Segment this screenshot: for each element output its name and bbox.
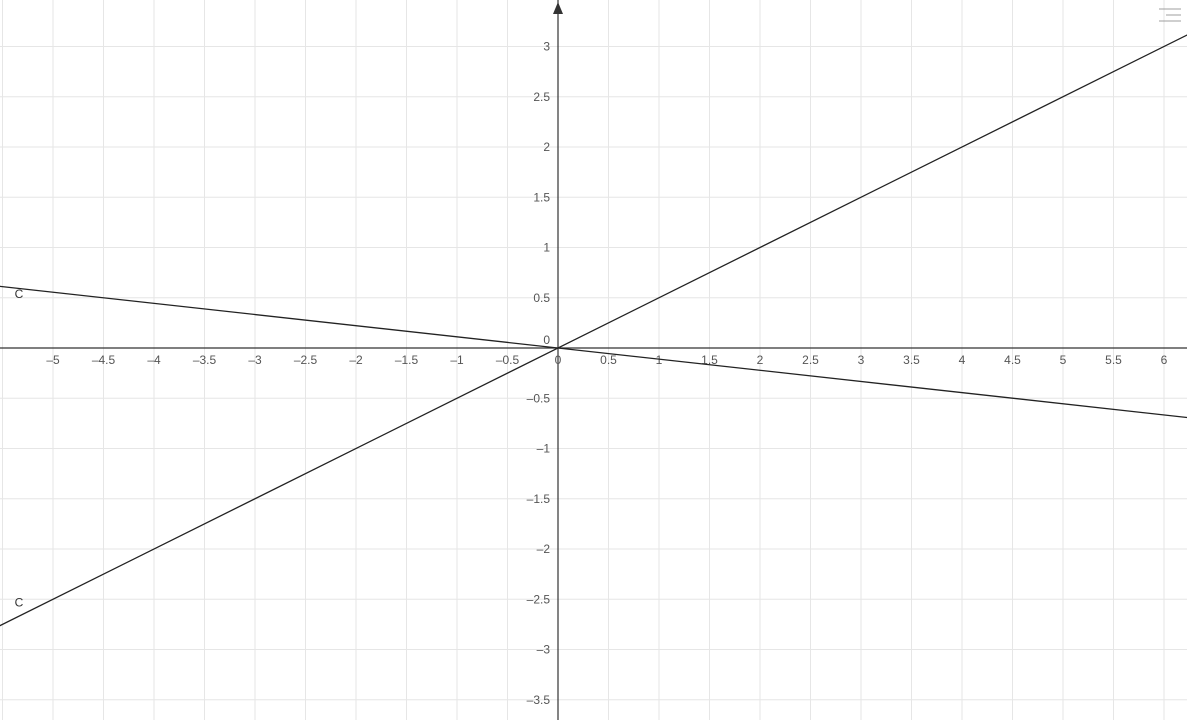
x-tick-label: 3	[858, 353, 865, 367]
x-tick-label: 6	[1161, 353, 1168, 367]
y-tick-label: 3	[543, 40, 550, 54]
x-tick-label: –3	[248, 353, 262, 367]
y-tick-label: –0.5	[527, 391, 551, 405]
x-tick-label: 4	[959, 353, 966, 367]
y-tick-label: –1	[537, 442, 551, 456]
y-tick-label: –3	[537, 643, 551, 657]
y-tick-label: 0.5	[533, 291, 550, 305]
x-tick-label: –4.5	[92, 353, 116, 367]
y-tick-label: –3.5	[527, 693, 551, 707]
x-tick-label: –3.5	[193, 353, 217, 367]
x-tick-label: –1.5	[395, 353, 419, 367]
y-tick-label: 2	[543, 140, 550, 154]
y-tick-label: –2.5	[527, 592, 551, 606]
point-label: C	[15, 595, 24, 609]
origin-zero-label: 0	[543, 333, 550, 347]
x-tick-label: –0.5	[496, 353, 520, 367]
x-tick-label: –2	[349, 353, 363, 367]
menu-icon[interactable]	[1159, 8, 1181, 24]
x-tick-label: 2	[757, 353, 764, 367]
x-tick-label: 5.5	[1105, 353, 1122, 367]
x-tick-label: –4	[147, 353, 161, 367]
x-tick-label: 4.5	[1004, 353, 1021, 367]
point-label: C	[15, 287, 24, 301]
y-tick-label: 1	[543, 241, 550, 255]
y-tick-label: 1.5	[533, 190, 550, 204]
y-tick-label: –1.5	[527, 492, 551, 506]
x-tick-label: 0.5	[600, 353, 617, 367]
x-tick-label: –1	[450, 353, 464, 367]
y-tick-label: 2.5	[533, 90, 550, 104]
x-tick-label: 5	[1060, 353, 1067, 367]
x-tick-label: 0	[555, 353, 562, 367]
y-tick-label: –2	[537, 542, 551, 556]
x-tick-label: –2.5	[294, 353, 318, 367]
x-tick-label: 2.5	[802, 353, 819, 367]
x-tick-label: 3.5	[903, 353, 920, 367]
coordinate-plot[interactable]: –5 –4.5 –4 –3.5 –3 –2.5 –2 –1.5 –1 –0.5 0 0.5 1 1.5 2 2…	[0, 0, 1187, 720]
x-tick-label: –5	[46, 353, 60, 367]
